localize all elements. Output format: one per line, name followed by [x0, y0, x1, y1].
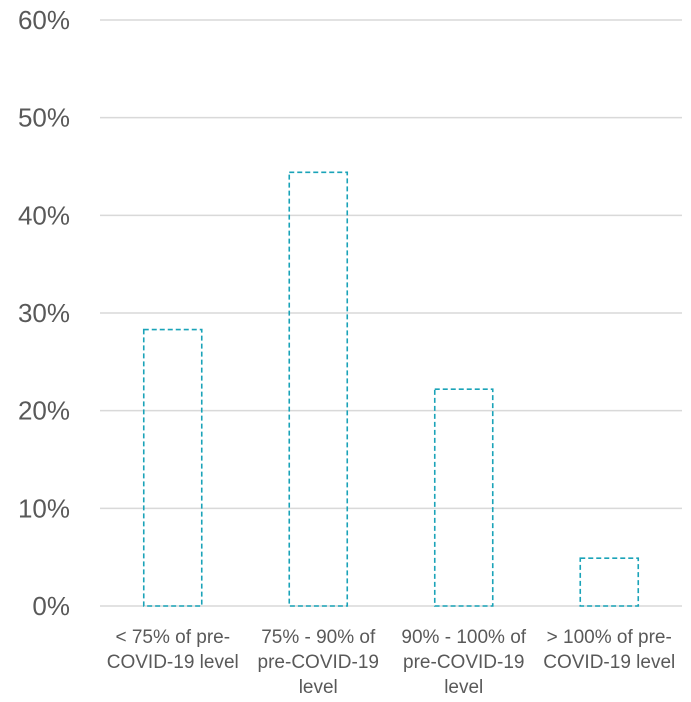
x-category-label-line: COVID-19 level [107, 652, 239, 673]
y-tick-label: 40% [18, 200, 70, 230]
bar [579, 557, 640, 607]
x-axis-category-labels: < 75% of pre- COVID-19 level 75% - 90% of p… [107, 627, 676, 698]
x-category-label-line: pre-COVID-19 [258, 652, 379, 673]
x-category-label-line: pre-COVID-19 [403, 652, 524, 673]
bar [142, 328, 203, 607]
x-category-label-line: 75% - 90% of [261, 627, 376, 648]
x-category-label: 90% - 100% of pre-COVID-19 level [401, 627, 526, 698]
x-category-label-line: > 100% of pre- [547, 627, 672, 648]
x-category-label-line: < 75% of pre- [115, 627, 230, 648]
y-tick-label: 30% [18, 298, 70, 328]
bar [288, 171, 349, 607]
x-category-label: 75% - 90% of pre-COVID-19 level [258, 627, 379, 698]
x-category-label-line: level [444, 677, 483, 698]
x-category-label-line: 90% - 100% of [401, 627, 526, 648]
y-tick-label: 50% [18, 103, 70, 133]
x-category-label: < 75% of pre- COVID-19 level [107, 627, 239, 673]
y-tick-label: 10% [18, 493, 70, 523]
y-tick-label: 60% [18, 5, 70, 35]
bar [433, 388, 494, 607]
y-axis-ticks: 0% 10% 20% 30% 40% 50% 60% [18, 5, 70, 621]
bars [142, 171, 640, 607]
y-tick-label: 20% [18, 396, 70, 426]
x-category-label-line: COVID-19 level [543, 652, 675, 673]
x-category-label-line: level [299, 677, 338, 698]
gridlines [100, 19, 682, 607]
y-tick-label: 0% [32, 591, 70, 621]
x-category-label: > 100% of pre- COVID-19 level [543, 627, 675, 673]
